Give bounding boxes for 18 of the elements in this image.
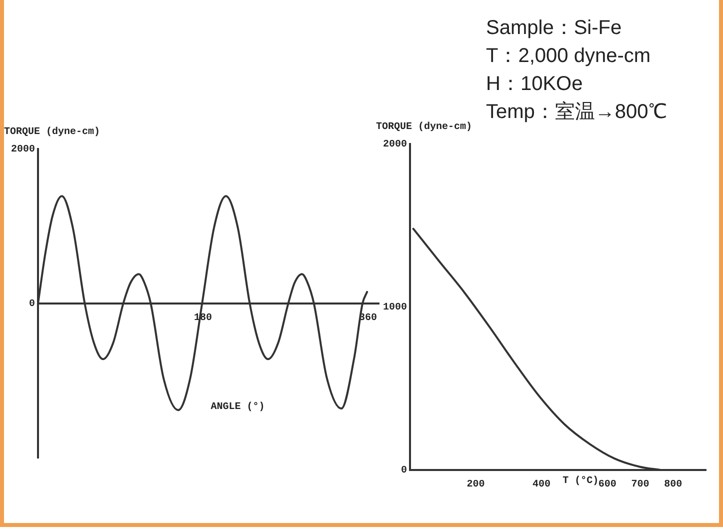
- y-axis-title: TORQUE (dyne-cm): [4, 127, 100, 138]
- y-tick-label: 0: [28, 299, 36, 310]
- text: T：2,000 dyne-cm: [486, 44, 652, 69]
- x-axis-title: ANGLE (°): [210, 402, 265, 414]
- y-tick-label: 1000: [382, 302, 408, 314]
- x-tick-label: 800: [664, 480, 682, 491]
- x-axis-title: T (°C): [562, 476, 599, 487]
- x-tick-label: 400: [532, 480, 551, 491]
- y-axis-title: TORQUE (dyne-cm): [376, 122, 472, 133]
- y-tick-label: 2000: [10, 144, 36, 156]
- x-tick-label: 700: [631, 480, 650, 491]
- y-tick-label: 2000: [382, 140, 408, 151]
- x-tick-label: 200: [466, 480, 485, 491]
- text: Sample：Si-Fe: [486, 16, 623, 41]
- text: H：10KOe: [486, 72, 584, 97]
- x-tick-label: 600: [598, 480, 616, 491]
- text: Temp：室温→800℃: [486, 100, 666, 125]
- y-tick-label: 0: [400, 466, 408, 477]
